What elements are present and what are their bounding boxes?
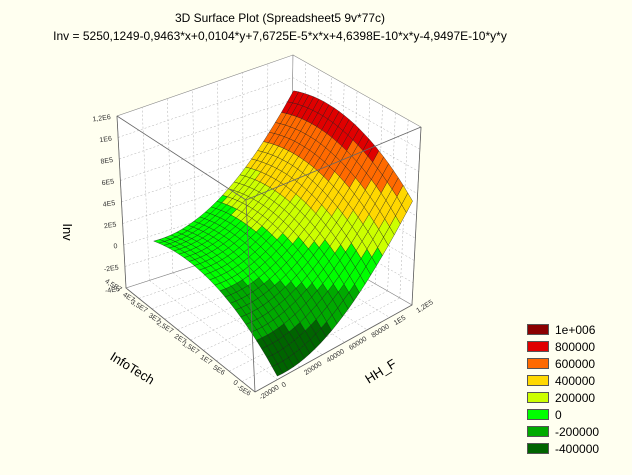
legend-swatch (527, 358, 549, 369)
legend-item: 0 (527, 406, 627, 423)
legend-swatch (527, 443, 549, 454)
legend-item: -200000 (527, 423, 627, 440)
legend-item: 200000 (527, 389, 627, 406)
x-axis-title: HH_F (362, 356, 399, 387)
x-tick-label: 1E5 (393, 315, 407, 328)
grid-line (290, 212, 414, 283)
z-tick-label: -4E5 (105, 286, 121, 295)
z-tick-label: 4E5 (102, 200, 115, 209)
chart-title: 3D Surface Plot (Spreadsheet5 9v*77c) (174, 11, 386, 25)
box-edge (245, 199, 256, 393)
z-tick-label: 2E5 (104, 222, 117, 231)
legend-item: 800000 (527, 338, 627, 355)
legend-item: 400000 (527, 372, 627, 389)
legend-label: -200000 (555, 424, 600, 439)
legend-label: 600000 (555, 356, 596, 371)
legend-label: 400000 (555, 373, 596, 388)
legend-label: 800000 (555, 339, 596, 354)
color-legend: 1e+006 800000 600000 400000 200000 0 -200000 -4… (527, 321, 627, 457)
grid-line (203, 276, 364, 351)
y-tick-label: 0 (232, 379, 239, 387)
legend-label: 1e+006 (555, 322, 596, 337)
grid-line (122, 167, 292, 224)
legend-label: 200000 (555, 390, 596, 405)
chart-equation: Inv = 5250,1249-0,9463*x+0,0104*y+7,6725… (53, 29, 507, 43)
grid-line (123, 189, 291, 246)
grid-line (118, 77, 293, 138)
box-edge (116, 115, 127, 289)
grid-line (119, 99, 293, 160)
surface-patch (153, 239, 166, 244)
legend-swatch (527, 341, 549, 352)
grid-line (141, 107, 150, 281)
x-tick-label: 1,2E5 (415, 299, 434, 315)
legend-swatch (527, 324, 549, 335)
legend-swatch (527, 375, 549, 386)
legend-label: -400000 (555, 441, 600, 456)
box-edge (245, 126, 422, 201)
grid-line (138, 241, 303, 299)
x-tick-label: 0 (281, 381, 288, 389)
z-tick-label: 8E5 (100, 157, 113, 166)
z-tick-label: 6E5 (101, 179, 114, 188)
z-tick-label: -2E5 (104, 265, 120, 274)
legend-item: 600000 (527, 355, 627, 372)
legend-item: 1e+006 (527, 321, 627, 338)
legend-item: -400000 (527, 440, 627, 457)
box-edge (125, 287, 256, 393)
z-tick-label: 1E6 (99, 136, 112, 145)
z-axis-title: Inv (60, 223, 75, 241)
box-edge (254, 304, 413, 393)
y-axis-title: InfoTech (108, 349, 158, 388)
box-edge (116, 115, 247, 201)
legend-swatch (527, 426, 549, 437)
legend-swatch (527, 409, 549, 420)
legend-label: 0 (555, 407, 562, 422)
z-tick-label: 0 (113, 243, 118, 250)
box-edge (411, 126, 422, 306)
legend-swatch (527, 392, 549, 403)
z-tick-label: 1,2E6 (92, 114, 111, 123)
